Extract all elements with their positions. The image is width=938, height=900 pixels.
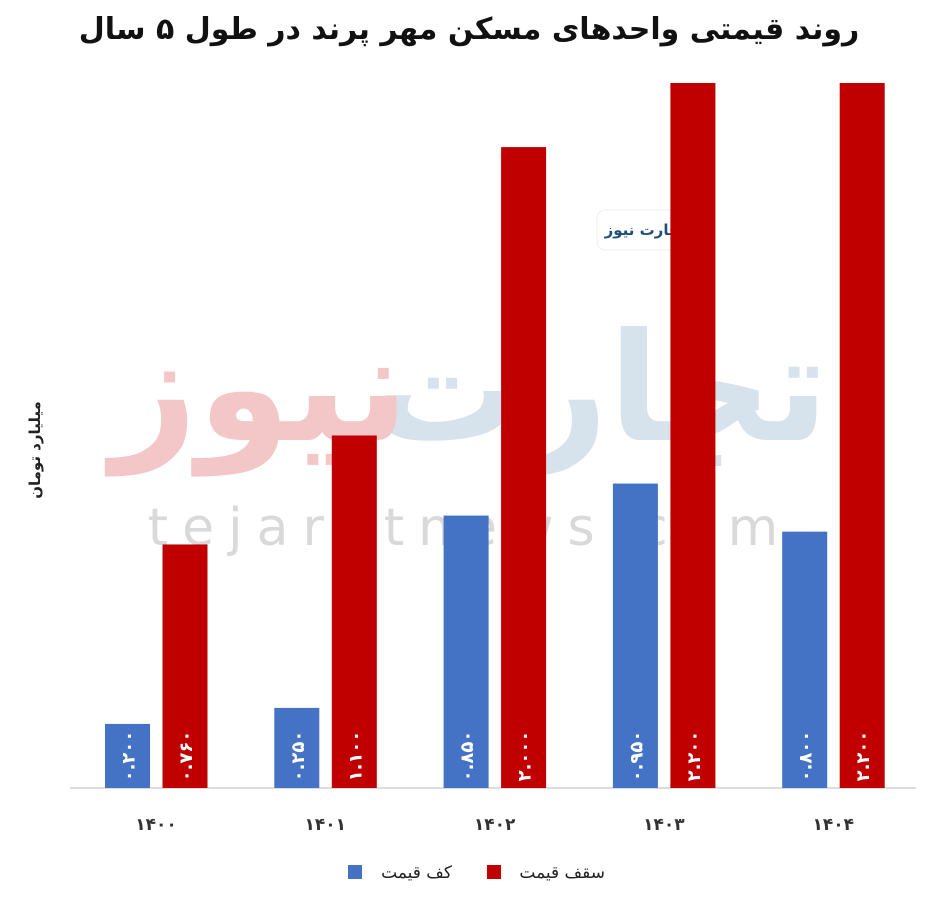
chart-title: روند قیمتی واحدهای مسکن مهر پرند در طول … <box>78 12 860 47</box>
bar-min-1 <box>274 707 320 788</box>
bar-max-1 <box>331 435 377 788</box>
data-label: ۰.۲۵۰ <box>288 731 309 782</box>
watermark-logo-blue: تجارت <box>371 302 829 477</box>
legend-swatch <box>487 865 501 879</box>
legend-label: سقف قیمت <box>519 863 605 883</box>
x-tick-label: ۱۴۰۴ <box>812 815 854 835</box>
data-label: ۰.۸۰۰ <box>796 731 817 782</box>
legend-label: کف قیمت <box>381 863 453 883</box>
bar-max-2 <box>501 147 547 788</box>
data-label: ۰.۷۶۰ <box>176 731 197 782</box>
x-tick-label: ۱۴۰۲ <box>474 815 516 835</box>
legend-swatch <box>348 865 362 879</box>
x-tick-label: ۱۴۰۳ <box>643 815 685 835</box>
data-label: ۱.۱۰۰ <box>345 731 366 782</box>
bar-max-0 <box>162 544 208 788</box>
y-axis-label: میلیارد تومان <box>26 401 44 499</box>
x-tick-label: ۱۴۰۱ <box>305 815 347 835</box>
bar-max-4 <box>839 83 885 788</box>
data-label: ۰.۲۰۰ <box>119 731 140 782</box>
bar-min-0 <box>105 723 150 788</box>
data-label: ۲.۲۰۰ <box>684 731 705 782</box>
data-label: ۰.۹۵۰ <box>626 731 647 782</box>
watermark-badge-text: تجارت نیوز <box>604 221 686 239</box>
watermark: tejaratnews.com تجارت نیوز تجارت نیوز <box>104 209 829 558</box>
bar-min-2 <box>443 515 489 788</box>
data-label: ۰.۸۵۰ <box>457 731 478 782</box>
data-label: ۲.۲۰۰ <box>853 731 874 782</box>
legend: کف قیمت سقف قیمت <box>348 863 605 883</box>
bar-min-4 <box>782 531 828 788</box>
bar-min-3 <box>612 483 658 788</box>
data-label: ۲.۰۰۰ <box>515 731 536 782</box>
bar-max-3 <box>670 83 716 788</box>
x-tick-label: ۱۴۰۰ <box>135 815 177 835</box>
